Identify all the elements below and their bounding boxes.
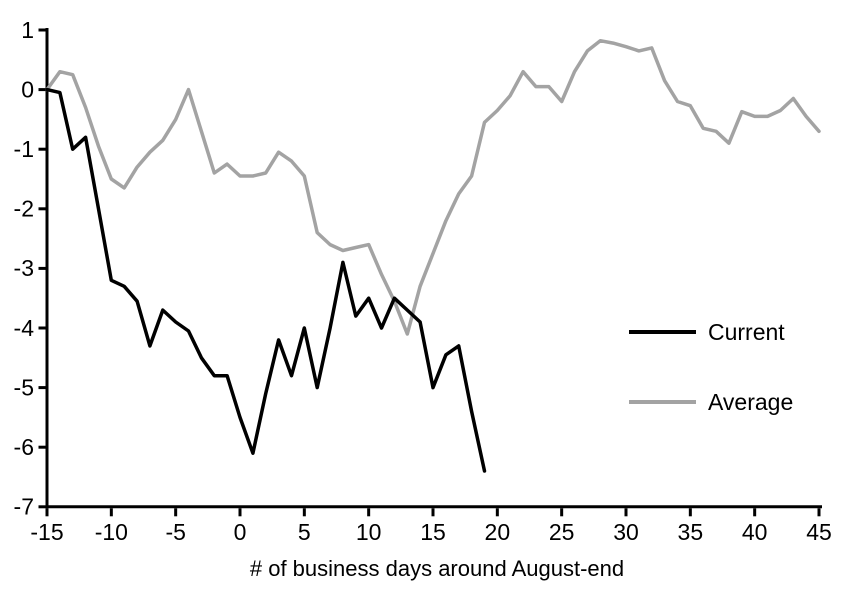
- legend-label-current: Current: [708, 318, 785, 345]
- x-tick-label: 40: [742, 519, 768, 545]
- x-tick-label: 10: [356, 519, 382, 545]
- y-tick-label: -5: [14, 374, 34, 400]
- current-line-swatch: [629, 330, 696, 334]
- series-current-line: [45, 87, 487, 473]
- x-tick-label: 30: [613, 519, 639, 545]
- x-tick-label: 25: [549, 519, 575, 545]
- y-tick-label: 1: [21, 17, 34, 43]
- tick-labels: 10-1-2-3-4-5-6-7-15 -10 -5 0 5 10 15 20 25 30 35 40…: [14, 17, 832, 545]
- y-tick-label: 0: [21, 76, 34, 102]
- x-tick-label: 5: [298, 519, 311, 545]
- x-tick-label: -10: [95, 519, 128, 545]
- y-tick-label: -2: [14, 196, 34, 222]
- x-tick-label: 35: [678, 519, 704, 545]
- legend-item-current: Current: [629, 316, 793, 348]
- y-tick-label: -3: [14, 255, 34, 281]
- series-lines: [45, 38, 821, 473]
- axes: [38, 28, 822, 517]
- series-average-line: [45, 38, 821, 336]
- x-tick-label: -15: [30, 519, 63, 545]
- y-tick-label: -1: [14, 136, 34, 162]
- legend-item-average: Average: [629, 386, 793, 418]
- x-tick-label: 20: [485, 519, 511, 545]
- y-tick-label: -6: [14, 434, 34, 460]
- y-tick-label: -4: [14, 315, 35, 341]
- legend: Current Average: [629, 316, 793, 456]
- legend-label-average: Average: [708, 388, 794, 415]
- y-tick-label: -7: [14, 494, 34, 520]
- average-line-swatch: [629, 400, 696, 404]
- x-tick-label: 0: [234, 519, 247, 545]
- x-axis-title: # of business days around August-end: [249, 556, 625, 581]
- x-tick-label: 15: [420, 519, 446, 545]
- x-tick-label: 45: [806, 519, 832, 545]
- x-tick-label: -5: [165, 519, 185, 545]
